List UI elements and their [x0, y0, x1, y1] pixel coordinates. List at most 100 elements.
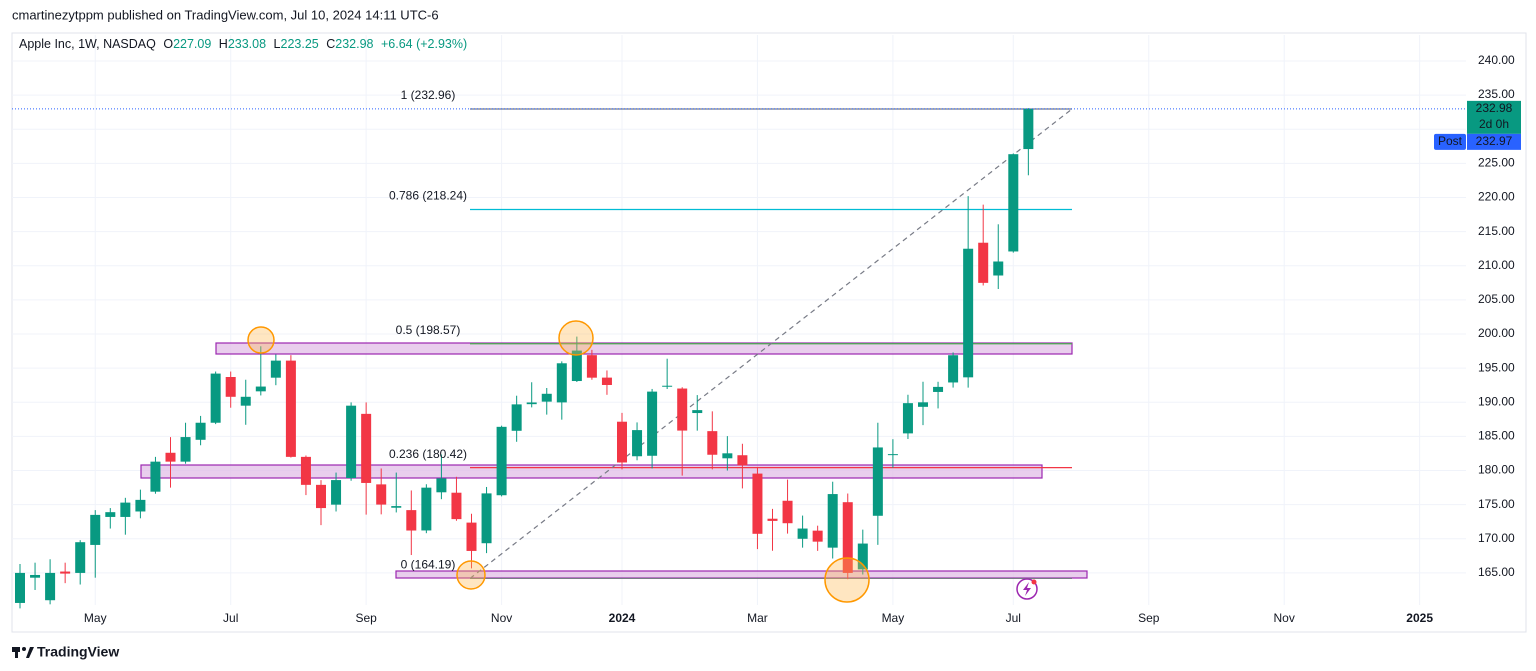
- x-tick-label: Sep: [1138, 611, 1160, 625]
- x-tick-label: Mar: [747, 611, 768, 625]
- candle-body: [285, 360, 296, 457]
- candle-body: [872, 447, 883, 516]
- candle-body: [496, 426, 507, 496]
- candle-body: [918, 402, 928, 407]
- x-tick-label: Nov: [491, 611, 512, 625]
- candle-body: [60, 571, 71, 574]
- candle-body: [963, 248, 974, 378]
- x-tick-label: 2024: [609, 611, 636, 625]
- ohlc-value: 232.98: [335, 37, 373, 51]
- candle-body: [346, 405, 357, 479]
- candle-body: [601, 377, 612, 385]
- candle-body: [842, 502, 853, 573]
- candle-body: [677, 388, 688, 431]
- highlight-circle: [456, 560, 486, 590]
- candle-body: [90, 514, 101, 545]
- ohlc-value: 233.08: [228, 37, 266, 51]
- candle-body: [647, 391, 658, 456]
- y-tick-label: 170.00: [1478, 531, 1515, 545]
- candle-body: [105, 512, 116, 517]
- candle-body: [316, 484, 326, 509]
- y-tick-label: 225.00: [1478, 156, 1515, 170]
- candle-body: [120, 502, 131, 517]
- y-tick-label: 240.00: [1478, 53, 1515, 67]
- candle-body: [300, 456, 311, 485]
- candle-body: [526, 402, 537, 405]
- x-tick-label: May: [84, 611, 107, 625]
- candle-body: [752, 473, 763, 534]
- x-tick-label: Nov: [1274, 611, 1295, 625]
- candle-body: [406, 510, 417, 531]
- candle-body: [933, 386, 944, 392]
- candle-body: [421, 487, 432, 531]
- candle-body: [617, 421, 627, 463]
- last-price-label: 232.98: [1476, 101, 1513, 115]
- candle-body: [30, 574, 41, 578]
- highlight-circle: [558, 320, 594, 356]
- event-icon[interactable]: [1016, 578, 1038, 600]
- candle-body: [692, 410, 703, 414]
- x-tick-label: May: [882, 611, 905, 625]
- ohlc-label: C: [326, 37, 335, 51]
- y-tick-label: 235.00: [1478, 87, 1515, 101]
- fib-label: 1 (232.96): [401, 88, 456, 102]
- fib-trend-line: [469, 108, 1073, 579]
- y-tick-label: 175.00: [1478, 497, 1515, 511]
- candle-body: [1023, 108, 1034, 150]
- y-tick-label: 205.00: [1478, 292, 1515, 306]
- published-line: cmartinezytppm published on TradingView.…: [12, 7, 439, 22]
- candle-body: [827, 494, 838, 548]
- candle-body: [180, 437, 191, 462]
- candle-body: [767, 518, 778, 521]
- post-price-box: [1467, 133, 1521, 150]
- candle-body: [165, 452, 176, 462]
- candle-body: [632, 430, 643, 457]
- chart-frame: [11, 32, 1527, 633]
- candle-body: [436, 478, 447, 493]
- y-tick-label: 200.00: [1478, 326, 1515, 340]
- fib-label: 0.786 (218.24): [389, 189, 467, 203]
- y-tick-label: 190.00: [1478, 394, 1515, 408]
- x-tick-label: Sep: [355, 611, 377, 625]
- candle-body: [797, 528, 808, 539]
- post-tag-label: Post: [1438, 134, 1463, 148]
- candle-body: [978, 242, 989, 283]
- y-tick-label: 220.00: [1478, 190, 1515, 204]
- candle-body: [707, 431, 718, 455]
- candle-body: [270, 360, 281, 378]
- candle-body: [812, 530, 823, 542]
- candle-body: [466, 522, 477, 551]
- candle-body: [993, 261, 1004, 276]
- candle-body: [451, 492, 462, 520]
- countdown-label: 2d 0h: [1479, 117, 1509, 131]
- post-price-label: 232.97: [1476, 134, 1513, 148]
- highlight-circle: [247, 326, 275, 354]
- candle-body: [75, 542, 86, 573]
- candle-body: [737, 455, 748, 466]
- grid: [12, 35, 1466, 605]
- candle-body: [541, 393, 552, 402]
- zone-box: [140, 464, 1043, 479]
- y-tick-label: 180.00: [1478, 463, 1515, 477]
- candle-body: [135, 499, 146, 512]
- brand-name[interactable]: TradingView: [37, 644, 119, 660]
- candle-body: [376, 484, 387, 505]
- candle-body: [255, 386, 266, 392]
- candle-body: [948, 355, 959, 383]
- candle-body: [240, 396, 251, 406]
- candle-body: [361, 413, 372, 483]
- zone-box: [215, 342, 1073, 355]
- x-tick-label: 2025: [1406, 611, 1433, 625]
- y-tick-label: 165.00: [1478, 565, 1515, 579]
- post-tag-box: [1434, 133, 1466, 150]
- candle-body: [662, 385, 673, 387]
- y-tick-label: 185.00: [1478, 429, 1515, 443]
- y-tick-label: 215.00: [1478, 224, 1515, 238]
- highlight-circle: [824, 557, 870, 603]
- fib-label: 0.5 (198.57): [396, 323, 461, 337]
- candle-body: [45, 572, 56, 601]
- y-tick-label: 210.00: [1478, 258, 1515, 272]
- zone-box: [395, 570, 1088, 579]
- brand-logo[interactable]: [12, 647, 34, 658]
- symbol-legend: Apple Inc, 1W, NASDAQ O227.09 H233.08 L2…: [19, 37, 467, 51]
